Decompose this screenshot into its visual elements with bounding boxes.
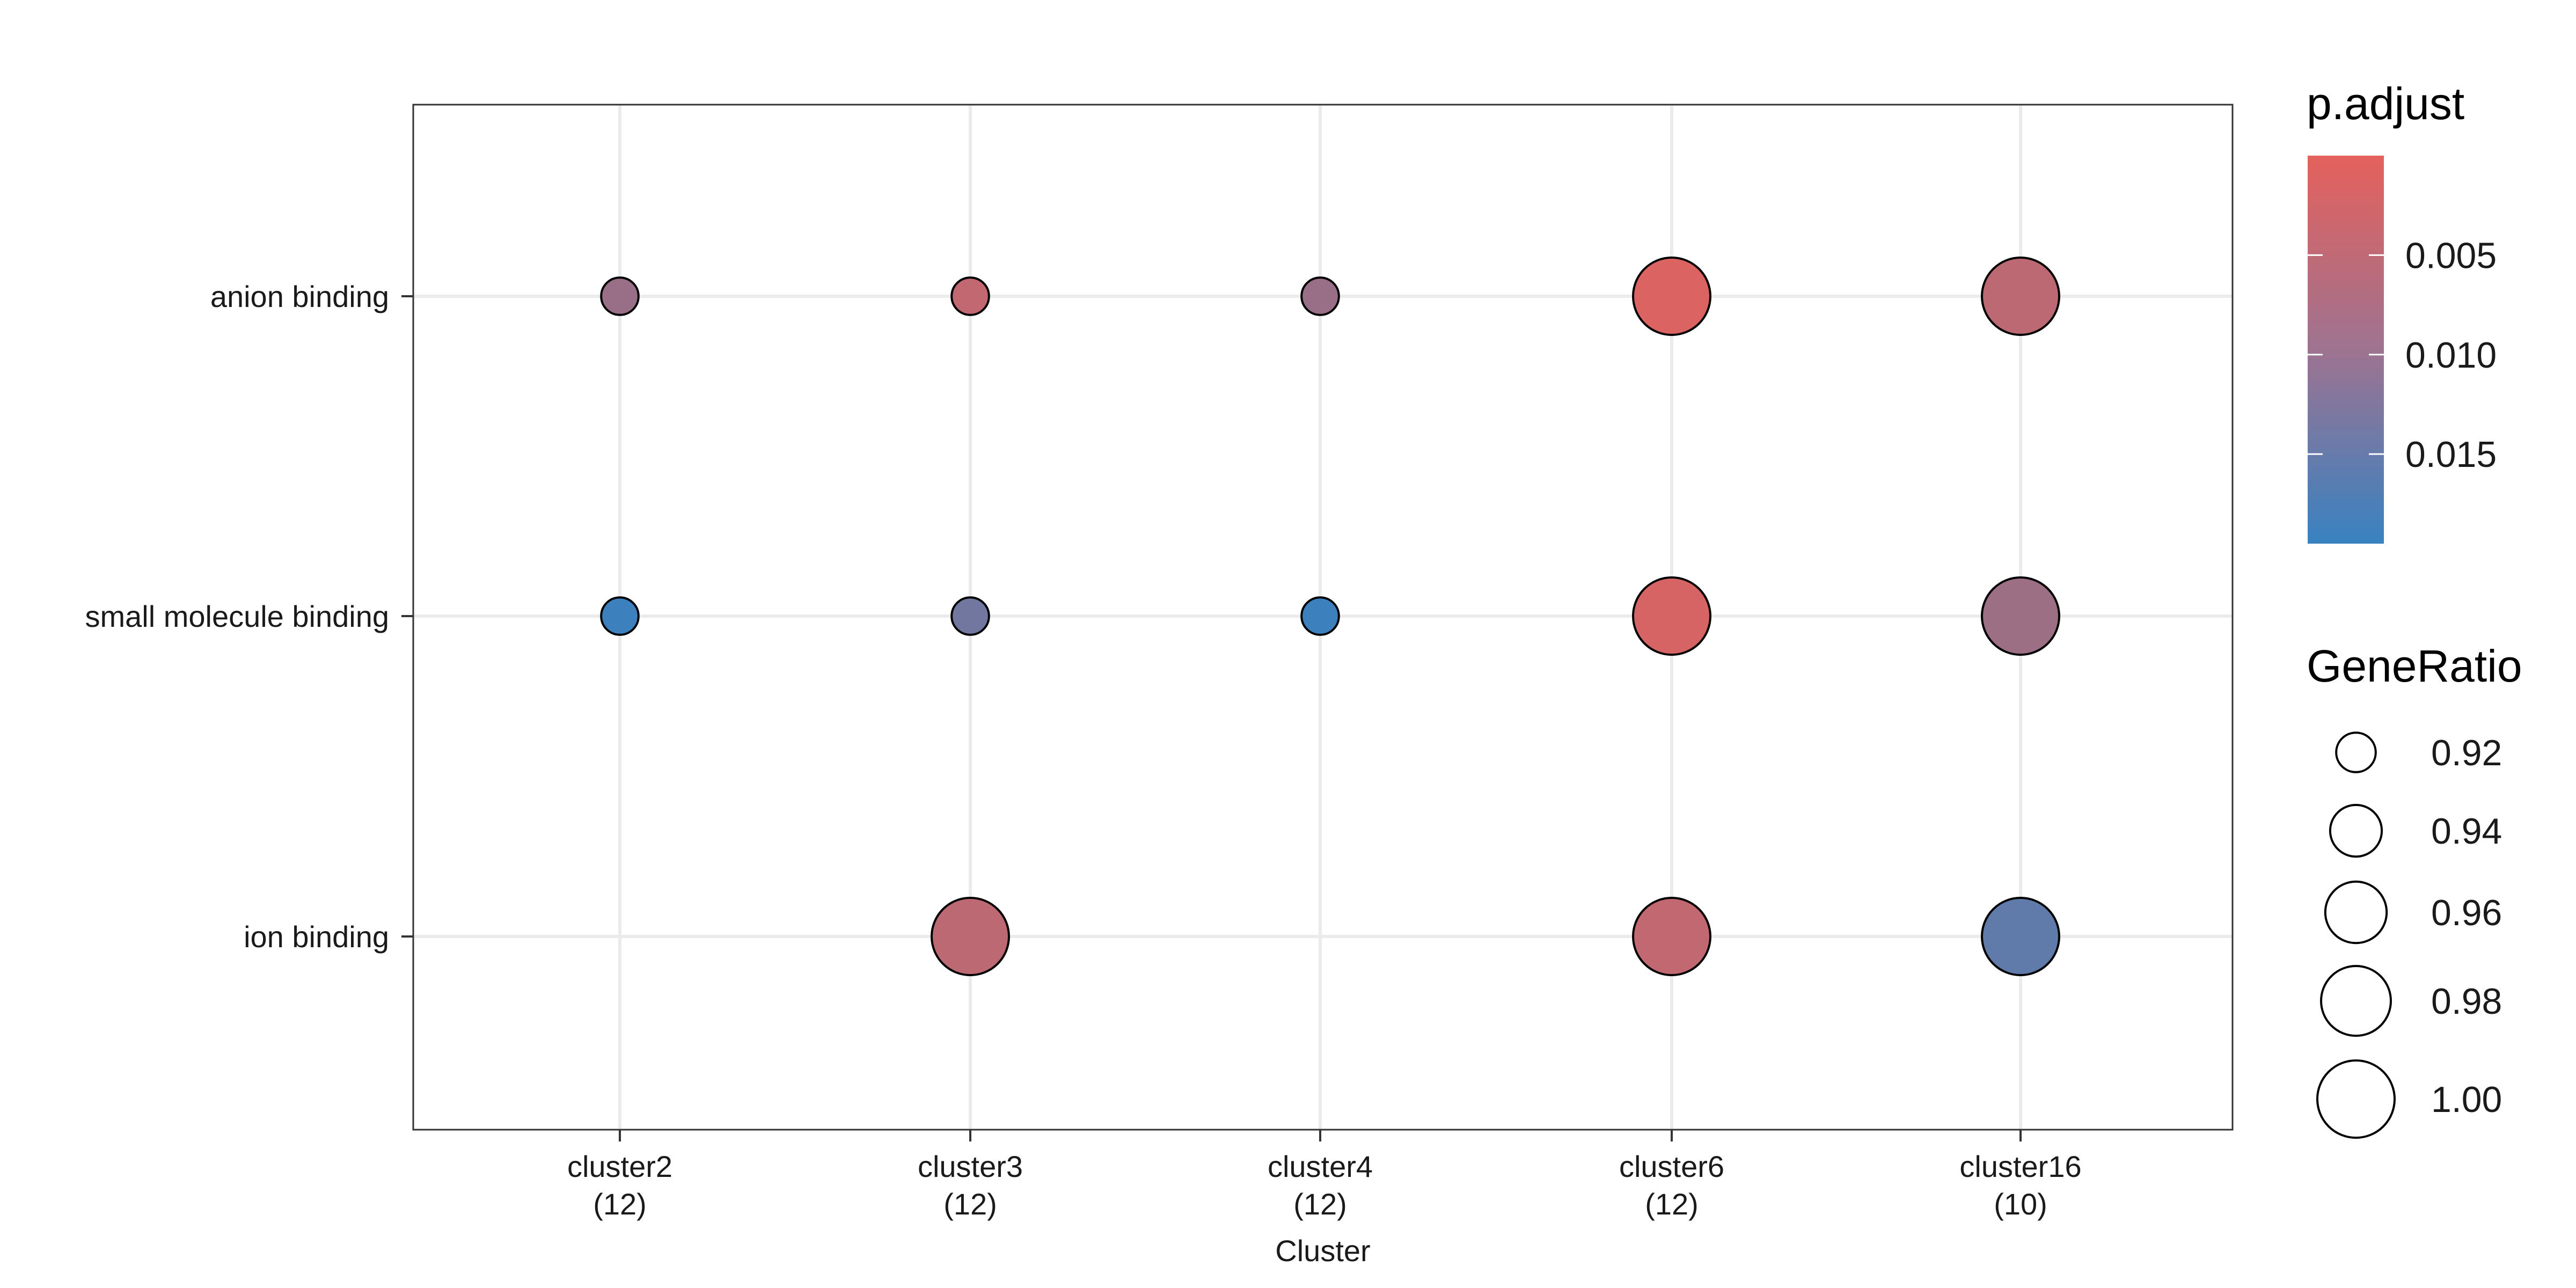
- x-axis: cluster2 (12) cluster3 (12) cluster4 (12) clus…: [567, 1130, 2082, 1221]
- color-legend: p.adjust 0.005 0.010 0.015: [2307, 78, 2497, 544]
- y-axis: anion binding small molecule binding ion b…: [85, 280, 413, 954]
- size-legend: GeneRatio 0.92 0.94 0.96 0.98 1.00: [2307, 641, 2522, 1139]
- color-legend-label-2: 0.015: [2405, 434, 2497, 475]
- size-legend-key-2: [2324, 880, 2388, 945]
- data-point-7: [1300, 596, 1340, 636]
- data-point-11: [1632, 897, 1711, 976]
- x-tick-label-2: cluster4 (12): [1268, 1150, 1373, 1221]
- size-legend-label-1: 0.94: [2431, 811, 2502, 852]
- color-legend-label-0: 0.005: [2405, 235, 2497, 276]
- x-tick-label-3: cluster6 (12): [1619, 1150, 1724, 1221]
- data-point-9: [1981, 576, 2060, 656]
- data-point-2: [1300, 276, 1340, 316]
- color-legend-label-1: 0.010: [2405, 335, 2497, 376]
- x-tick-label-1: cluster3 (12): [918, 1150, 1023, 1221]
- size-legend-key-1: [2329, 803, 2383, 858]
- size-legend-key-4: [2316, 1059, 2396, 1139]
- color-legend-ticks: 0.005 0.010 0.015: [2308, 235, 2497, 475]
- size-legend-label-4: 1.00: [2431, 1079, 2502, 1120]
- color-legend-bar: [2308, 156, 2384, 544]
- data-point-12: [1981, 897, 2060, 976]
- data-point-10: [931, 897, 1010, 976]
- y-tick-label-2: ion binding: [244, 920, 389, 954]
- size-legend-label-0: 0.92: [2431, 733, 2502, 773]
- x-tick-label-0: cluster2 (12): [567, 1150, 672, 1221]
- data-point-4: [1981, 257, 2060, 336]
- data-point-0: [600, 276, 640, 316]
- data-point-8: [1632, 576, 1711, 656]
- size-legend-label-2: 0.96: [2431, 892, 2502, 933]
- y-tick-label-0: anion binding: [210, 280, 389, 313]
- data-point-5: [600, 596, 640, 636]
- size-legend-title: GeneRatio: [2307, 641, 2522, 691]
- x-axis-title: Cluster: [1275, 1234, 1370, 1268]
- data-point-1: [950, 276, 990, 316]
- size-legend-key-3: [2320, 965, 2392, 1037]
- y-tick-label-1: small molecule binding: [85, 599, 389, 633]
- size-legend-key-0: [2335, 731, 2377, 773]
- data-point-6: [950, 596, 990, 636]
- color-legend-title: p.adjust: [2307, 78, 2464, 129]
- size-legend-label-3: 0.98: [2431, 981, 2502, 1022]
- size-legend-keys: 0.92 0.94 0.96 0.98 1.00: [2316, 731, 2502, 1139]
- data-points: [600, 257, 2060, 976]
- x-tick-label-4: cluster16 (10): [1959, 1150, 2081, 1221]
- data-point-3: [1632, 257, 1711, 336]
